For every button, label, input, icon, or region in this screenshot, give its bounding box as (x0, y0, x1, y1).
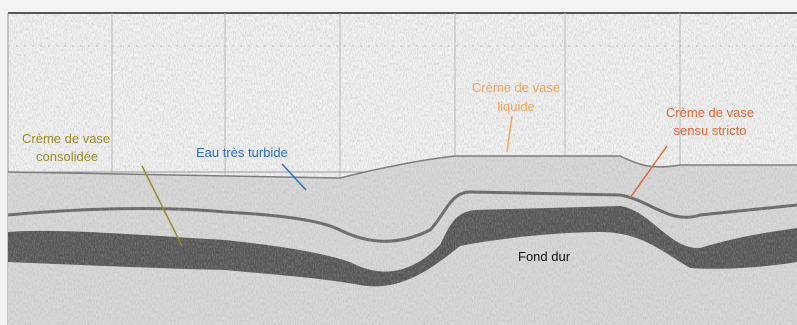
annotation: liquide (497, 99, 535, 114)
annotation: Crème de vase (472, 80, 560, 95)
annotation: Crème de vase (22, 131, 110, 146)
speckle (8, 14, 797, 325)
annotation: Fond dur (518, 249, 571, 264)
annotation: Crème de vase (666, 105, 754, 120)
echogram: Crème de vase consolidée Eau très turbid… (0, 0, 797, 325)
annotation: consolidée (36, 149, 98, 164)
annotation: Eau très turbide (196, 145, 288, 160)
annotation: sensu stricto (674, 123, 747, 138)
